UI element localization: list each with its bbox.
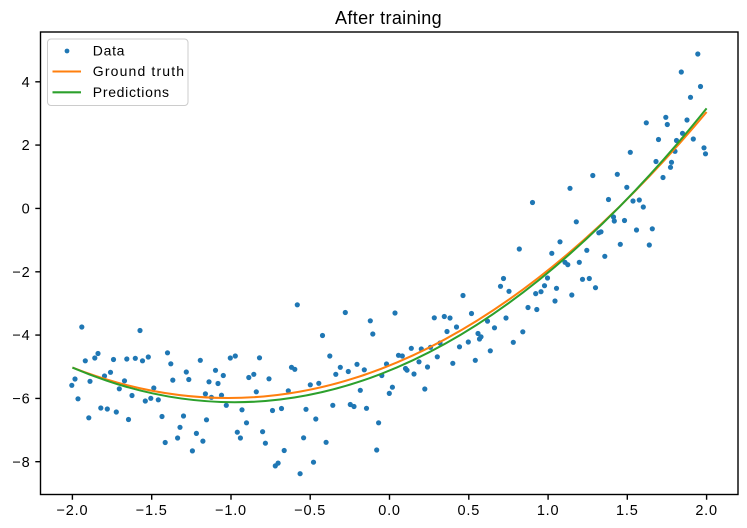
svg-text:−6: −6: [12, 392, 30, 408]
svg-text:Predictions: Predictions: [93, 84, 170, 100]
svg-text:1.0: 1.0: [537, 503, 560, 519]
svg-text:1.5: 1.5: [616, 503, 639, 519]
svg-text:−2: −2: [12, 265, 30, 281]
svg-text:−4: −4: [12, 328, 30, 344]
svg-text:−1.0: −1.0: [215, 503, 247, 519]
svg-text:2: 2: [22, 138, 31, 154]
svg-text:0.0: 0.0: [378, 503, 401, 519]
svg-text:2.0: 2.0: [695, 503, 718, 519]
svg-text:−2.0: −2.0: [56, 503, 88, 519]
svg-text:4: 4: [22, 75, 31, 91]
svg-text:−8: −8: [12, 455, 30, 471]
svg-text:Data: Data: [93, 43, 125, 59]
svg-text:After training: After training: [335, 8, 442, 28]
svg-text:Ground truth: Ground truth: [93, 63, 185, 79]
svg-text:−1.5: −1.5: [136, 503, 168, 519]
svg-text:0.5: 0.5: [458, 503, 481, 519]
svg-text:−0.5: −0.5: [294, 503, 326, 519]
svg-text:0: 0: [22, 202, 31, 218]
